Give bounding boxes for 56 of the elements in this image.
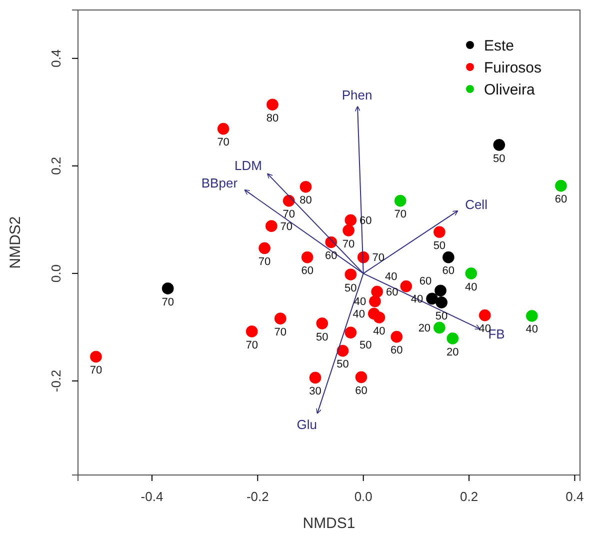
- annotation: 40: [385, 271, 398, 284]
- annotation: 70: [90, 364, 102, 377]
- annotation: 50: [493, 152, 506, 165]
- x-tick-label: -0.4: [140, 488, 164, 504]
- annotation: 60: [554, 194, 568, 206]
- y-tick-label: 0.4: [48, 49, 64, 68]
- x-tick-label: -0.2: [246, 488, 269, 504]
- annotation: 50: [360, 339, 372, 352]
- legend-label: Fuirosos: [484, 59, 542, 76]
- y-tick-label: -0.2: [48, 370, 64, 392]
- y-tick-label: 0.0: [48, 264, 64, 282]
- series-label: Glu: [296, 417, 317, 432]
- annotation: 60: [386, 286, 398, 299]
- annotation: 60: [324, 250, 338, 262]
- annotation: 40: [526, 324, 538, 336]
- annotation: 50: [435, 310, 448, 322]
- annotation: 50: [336, 358, 349, 371]
- legend-label: Este: [484, 37, 514, 54]
- annotation: 70: [162, 296, 174, 308]
- annotation: 60: [390, 344, 403, 357]
- annotation: 70: [274, 326, 287, 338]
- annotation: 40: [354, 296, 366, 308]
- x-tick-label: 0.4: [566, 488, 584, 504]
- annotation: 70: [342, 238, 355, 250]
- y-tick-label: 0.2: [48, 156, 64, 175]
- annotation: 60: [301, 265, 314, 278]
- annotation: 50: [316, 331, 328, 344]
- series-label: Phen: [342, 87, 372, 102]
- annotation: 70: [372, 252, 384, 264]
- annotation: 70: [258, 256, 271, 268]
- annotation: 30: [309, 386, 322, 398]
- annotation: 40: [352, 308, 366, 321]
- annotation: 60: [419, 275, 432, 288]
- annotation: 20: [418, 322, 431, 335]
- annotation: 60: [355, 385, 368, 398]
- annotation: 70: [394, 208, 406, 221]
- annotation: 40: [373, 325, 386, 338]
- annotation: 80: [300, 194, 312, 207]
- annotation: 70: [282, 208, 295, 221]
- annotation: 40: [465, 281, 478, 294]
- x-tick-label: 0.0: [354, 488, 372, 504]
- x-axis-title: NMDS1: [302, 515, 356, 532]
- x-tick-label: 0.2: [460, 488, 478, 504]
- series-label: BBper: [201, 176, 238, 191]
- legend-label: Oliveira: [484, 81, 536, 98]
- series-label: Cell: [465, 196, 488, 212]
- series-label: LDM: [234, 158, 262, 173]
- annotation: 80: [266, 112, 279, 124]
- annotation: 70: [246, 339, 258, 352]
- annotation: 50: [433, 240, 446, 252]
- annotation: 60: [442, 265, 455, 278]
- annotation: 50: [344, 282, 357, 294]
- annotation: 70: [217, 136, 230, 149]
- annotation: 70: [280, 220, 293, 233]
- annotation: 20: [446, 346, 459, 358]
- y-axis-title: NMDS2: [7, 216, 24, 269]
